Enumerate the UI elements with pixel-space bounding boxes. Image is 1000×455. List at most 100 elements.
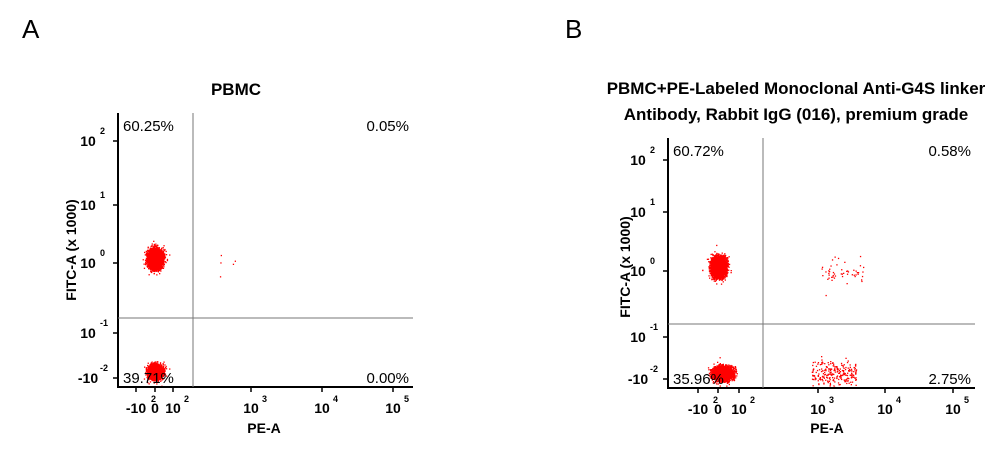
event-point [160, 262, 162, 265]
event-point [143, 263, 145, 265]
event-point [146, 261, 148, 263]
event-point [164, 256, 166, 258]
event-point [148, 261, 151, 264]
event-point [156, 269, 158, 271]
event-point [158, 248, 160, 251]
event-point [150, 271, 153, 274]
event-point [162, 267, 165, 269]
event-point [158, 269, 161, 272]
event-point [150, 271, 152, 273]
event-point [163, 266, 165, 268]
event-point [161, 264, 163, 266]
event-point [156, 248, 158, 250]
event-point [153, 270, 155, 272]
event-point [162, 247, 164, 249]
event-point [149, 249, 151, 251]
event-point [161, 267, 163, 269]
event-point [163, 264, 165, 266]
event-point [146, 253, 148, 255]
event-point [145, 254, 148, 256]
event-point [147, 261, 149, 263]
panel-label-a: A [22, 14, 40, 44]
event-point [165, 250, 167, 253]
event-point [149, 247, 151, 249]
event-point [152, 246, 154, 248]
event-point [156, 267, 158, 269]
event-point [153, 273, 155, 275]
event-point [145, 252, 148, 254]
chart-title-line: PBMC [211, 80, 261, 99]
event-point [146, 258, 148, 260]
event-point [157, 248, 159, 250]
event-point [151, 243, 153, 245]
event-point [148, 266, 150, 268]
event-point [151, 245, 153, 247]
event-point [145, 250, 147, 252]
event-point [158, 267, 160, 269]
event-point [153, 240, 155, 242]
event-point [157, 247, 159, 249]
event-point [159, 265, 161, 267]
event-point [153, 268, 155, 271]
event-point [162, 252, 164, 254]
event-point [157, 249, 159, 251]
event-point [153, 244, 155, 246]
event-point [146, 257, 148, 259]
event-point [147, 252, 149, 254]
event-point [147, 254, 150, 256]
event-point [159, 263, 161, 266]
event-point [151, 270, 153, 272]
event-point [149, 268, 151, 270]
event-point [160, 254, 162, 256]
event-point [161, 263, 163, 265]
event-point [147, 265, 150, 267]
event-point [164, 249, 166, 251]
event-point [160, 248, 162, 251]
event-point [148, 252, 151, 254]
event-point [160, 255, 162, 258]
event-point [142, 259, 144, 261]
event-point [163, 256, 165, 258]
event-point [158, 250, 160, 252]
event-point [164, 248, 166, 251]
event-point [153, 268, 155, 270]
event-point [144, 251, 146, 254]
event-point [148, 249, 150, 251]
event-point [147, 256, 149, 258]
event-point [145, 261, 147, 264]
event-point [147, 246, 149, 248]
event-point [165, 254, 168, 256]
event-point [156, 274, 158, 276]
event-point [148, 274, 150, 276]
event-point [156, 246, 158, 249]
event-point [163, 245, 165, 247]
event-point [159, 251, 161, 253]
event-point [146, 266, 149, 268]
event-point [169, 254, 171, 256]
event-point [149, 266, 152, 268]
event-point [150, 269, 152, 271]
event-point [147, 257, 150, 260]
event-point [155, 247, 157, 249]
event-point [156, 249, 158, 251]
event-point [154, 248, 156, 250]
event-point [156, 270, 158, 272]
event-point [163, 262, 165, 264]
event-point [162, 262, 165, 265]
event-point [145, 257, 148, 259]
event-point [148, 267, 150, 270]
event-point [152, 268, 154, 271]
event-point [165, 261, 167, 264]
event-point [162, 250, 165, 253]
event-point [160, 270, 162, 272]
flow-plot-pbmc: PBMC -10 2 0 10 2 10 3 10 4 10 5 -10 -2 10 -1 10 0 10 1 10 2 P… [63, 80, 413, 436]
event-point [151, 250, 153, 252]
event-point [157, 244, 159, 246]
event-point [150, 263, 152, 266]
event-point [161, 255, 163, 257]
event-point [157, 266, 159, 269]
event-point [155, 243, 157, 245]
event-point [149, 251, 151, 254]
event-point [150, 250, 152, 252]
